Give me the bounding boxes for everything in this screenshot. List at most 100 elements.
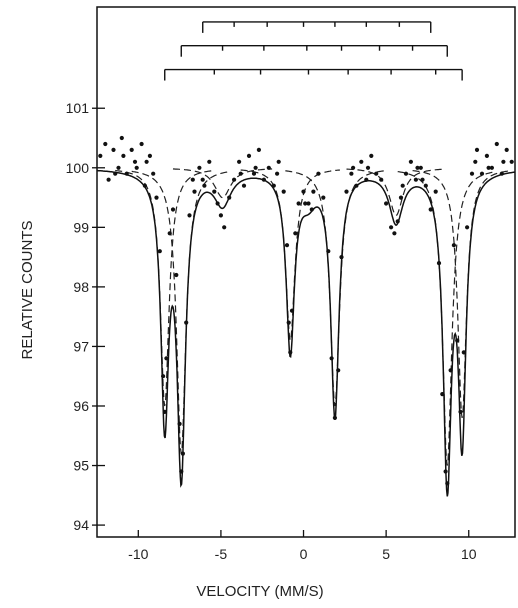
data-point: [339, 255, 344, 260]
data-point: [474, 147, 480, 152]
data-point: [420, 177, 425, 182]
data-point: [286, 320, 291, 325]
data-point: [111, 147, 116, 152]
data-point: [170, 207, 176, 212]
data-point: [461, 350, 466, 355]
data-point: [364, 177, 369, 182]
data-point: [192, 189, 197, 194]
y-tick-label: 101: [66, 100, 90, 116]
data-point: [238, 171, 243, 176]
data-point: [395, 219, 400, 224]
data-point: [484, 153, 489, 158]
data-point: [504, 147, 509, 152]
data-point: [443, 469, 448, 474]
data-point: [458, 409, 463, 414]
data-point: [139, 141, 144, 147]
data-point: [281, 189, 286, 194]
data-point: [332, 415, 337, 420]
data-point: [289, 308, 295, 313]
y-tick-label: 99: [73, 219, 89, 235]
data-point: [154, 195, 159, 200]
data-point: [288, 350, 293, 355]
data-point: [222, 225, 227, 230]
data-point: [418, 165, 423, 170]
data-point: [190, 177, 195, 182]
data-point: [256, 147, 261, 152]
plot-frame: [96, 6, 516, 538]
data-point: [428, 207, 433, 212]
data-point: [180, 451, 185, 456]
data-point: [374, 171, 379, 176]
data-point: [151, 171, 156, 176]
x-tick-label: 10: [461, 546, 477, 562]
data-point: [98, 153, 103, 158]
y-tick-label: 94: [73, 517, 89, 533]
total-fit: [97, 169, 515, 497]
data-point: [227, 195, 232, 200]
data-point: [184, 320, 189, 325]
data-point: [354, 183, 359, 188]
y-tick-label: 97: [73, 338, 89, 354]
data-point: [494, 141, 499, 147]
data-point: [321, 195, 326, 200]
data-point: [212, 189, 217, 194]
data-point: [501, 159, 506, 164]
data-point: [271, 183, 276, 188]
y-tick-label: 96: [73, 398, 89, 414]
data-point: [408, 159, 413, 164]
x-tick-label: -10: [128, 546, 148, 562]
data-point: [351, 165, 356, 170]
data-point: [423, 183, 428, 188]
data-points: [98, 135, 514, 486]
component-curve: [397, 171, 497, 466]
data-point: [215, 201, 220, 206]
data-point: [359, 159, 364, 164]
data-point: [415, 165, 420, 170]
data-point: [164, 356, 169, 361]
data-point: [261, 177, 266, 182]
component-curve: [346, 168, 446, 217]
data-point: [365, 165, 371, 170]
data-point: [200, 177, 205, 182]
data-point: [167, 231, 172, 236]
data-point: [400, 183, 405, 188]
data-point: [237, 159, 242, 164]
data-point: [207, 159, 212, 164]
component-curve: [131, 170, 231, 454]
fit-curve: [97, 169, 515, 497]
data-point: [116, 165, 121, 170]
data-point: [276, 159, 281, 164]
data-point: [296, 201, 301, 206]
data-point: [413, 177, 418, 182]
data-point: [303, 201, 308, 206]
data-point: [349, 171, 354, 176]
component-curve: [412, 170, 511, 418]
data-point: [433, 189, 438, 194]
data-point: [121, 153, 126, 158]
data-point: [336, 368, 341, 373]
data-point: [473, 159, 478, 164]
data-point: [389, 225, 394, 230]
x-axis-title: VELOCITY (MM/S): [196, 583, 323, 600]
data-point: [379, 177, 384, 182]
sextet-markers: [164, 21, 463, 81]
data-point: [251, 171, 257, 176]
y-axis-ticks: 94 95 96 97 98 99 100 101: [66, 100, 105, 533]
data-point: [142, 183, 147, 188]
x-axis-ticks: -10 -5 0 5 10: [128, 530, 477, 562]
data-point: [392, 231, 397, 236]
data-point: [124, 171, 129, 176]
data-point: [486, 165, 491, 170]
data-point: [326, 249, 331, 254]
data-point: [455, 338, 460, 343]
data-point: [301, 189, 306, 194]
data-point: [253, 165, 258, 170]
component-fits: [115, 168, 511, 466]
data-point: [275, 171, 280, 176]
data-point: [177, 421, 182, 426]
data-point: [448, 368, 453, 373]
data-point: [266, 165, 271, 170]
data-point: [202, 183, 207, 188]
